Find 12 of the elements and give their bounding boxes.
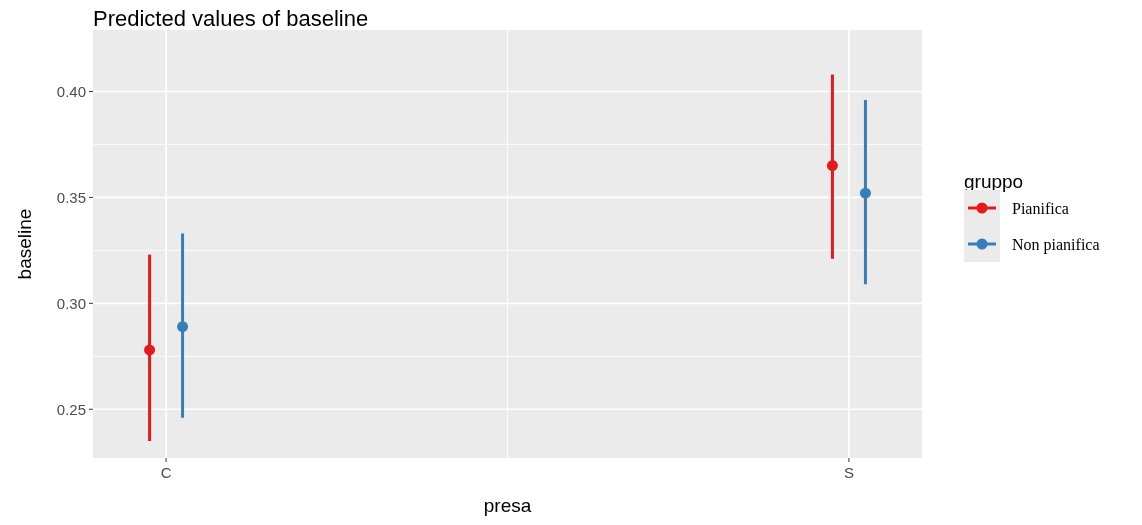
y-tick-label: 0.35 xyxy=(56,188,86,206)
y-axis-title: baseline xyxy=(14,208,35,280)
legend-label: Pianifica xyxy=(1012,199,1069,217)
x-tick-label: C xyxy=(160,464,172,481)
y-tick-label: 0.25 xyxy=(56,400,86,418)
legend-title: gruppo xyxy=(964,171,1024,192)
y-tick-label: 0.30 xyxy=(56,294,86,312)
legend-label: Non pianifica xyxy=(1012,235,1100,254)
x-axis-title: presa xyxy=(483,495,532,516)
y-tick-label: 0.40 xyxy=(56,82,86,100)
chart-title: Predicted values of baseline xyxy=(93,6,369,31)
x-tick-label: S xyxy=(843,464,854,481)
